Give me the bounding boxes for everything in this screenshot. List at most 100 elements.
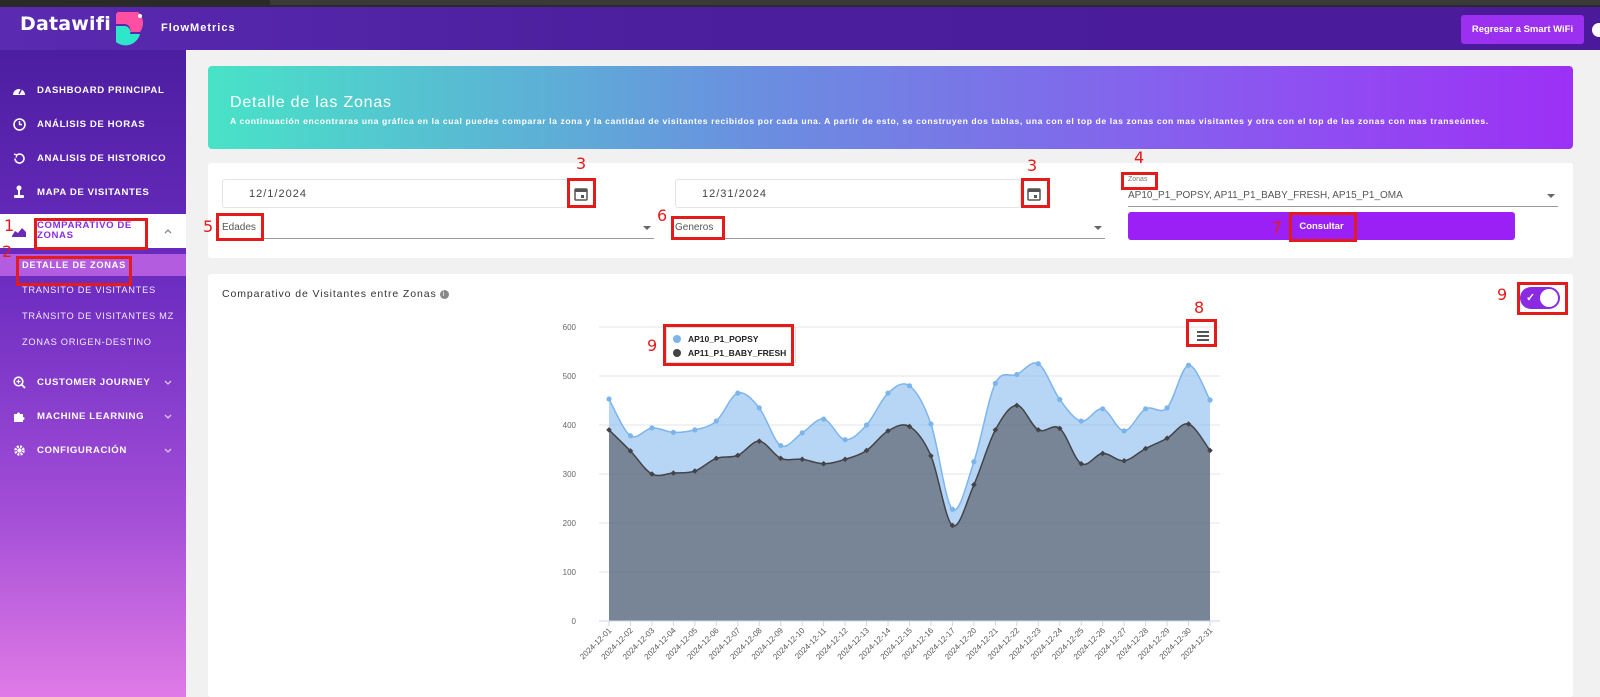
calendar-icon[interactable] xyxy=(570,183,592,205)
data-point xyxy=(735,390,741,396)
sidebar-item-label: COMPARATIVO DE ZONAS xyxy=(37,220,132,241)
data-point xyxy=(1078,418,1084,424)
y-tick-label: 400 xyxy=(563,421,577,430)
series-line xyxy=(608,362,1211,511)
annotation-number: 4 xyxy=(1134,148,1145,167)
toggle-knob xyxy=(1540,289,1558,307)
annotation-number: 9 xyxy=(1497,285,1508,304)
data-point xyxy=(1078,460,1085,467)
dropdown-arrow-icon xyxy=(1094,226,1102,230)
gear-icon xyxy=(12,443,26,457)
sidebar-item-label: ANÁLISIS DE HORAS xyxy=(37,118,146,130)
zonas-select[interactable]: AP10_P1_POPSY, AP11_P1_BABY_FRESH, AP15_… xyxy=(1128,185,1558,207)
chevron-down-icon xyxy=(164,380,172,385)
zonas-value: AP10_P1_POPSY, AP11_P1_BABY_FRESH, AP15_… xyxy=(1128,190,1403,201)
sidebar-item-configuracion[interactable]: CONFIGURACIÓN xyxy=(0,438,186,462)
annotation-box xyxy=(1289,212,1357,242)
generos-select[interactable]: Generos xyxy=(675,217,1105,239)
sidebar-item-mapa[interactable]: MAPA DE VISITANTES xyxy=(0,180,186,204)
end-date-field[interactable]: 12/31/2024 xyxy=(675,179,1021,208)
data-point xyxy=(799,456,805,463)
consultar-button[interactable]: Consultar xyxy=(1128,212,1515,240)
sidebar-subitem-detalle[interactable]: DETALLE DE ZONAS xyxy=(0,254,186,276)
data-point xyxy=(1035,427,1042,433)
calendar-icon[interactable] xyxy=(1023,183,1045,205)
sidebar-subitem-origen-destino[interactable]: ZONAS ORIGEN-DESTINO xyxy=(22,337,152,347)
page-title: Detalle de las Zonas xyxy=(230,94,392,111)
legend-item[interactable]: AP10_P1_POPSY xyxy=(673,332,758,345)
annotation-box xyxy=(1121,172,1158,190)
data-point xyxy=(670,470,677,476)
chevron-down-icon xyxy=(164,448,172,453)
help-icon[interactable] xyxy=(1592,23,1600,37)
data-point xyxy=(863,447,870,454)
data-point xyxy=(1143,406,1149,412)
data-point xyxy=(1207,447,1213,454)
annotation-number: 6 xyxy=(657,206,668,225)
data-point xyxy=(971,481,977,488)
sidebar-item-customer-journey[interactable]: CUSTOMER JOURNEY xyxy=(0,370,186,394)
sidebar-subitem-transito[interactable]: TRÁNSITO DE VISITANTES xyxy=(22,285,156,295)
data-point xyxy=(842,437,848,443)
sidebar-subitem-transito-mz[interactable]: TRÁNSITO DE VISITANTES MZ xyxy=(22,311,174,321)
sidebar-item-label: MAPA DE VISITANTES xyxy=(37,186,150,198)
data-point xyxy=(1142,445,1149,452)
browser-tab xyxy=(270,0,1600,5)
smart-wifi-button[interactable]: Regresar a Smart WiFi xyxy=(1461,15,1584,44)
sidebar-item-horas[interactable]: ANÁLISIS DE HORAS xyxy=(0,112,186,136)
data-point xyxy=(799,430,805,436)
y-tick-label: 600 xyxy=(563,323,577,332)
data-point xyxy=(692,427,698,433)
legend-item[interactable]: AP11_P1_BABY_FRESH xyxy=(673,346,786,359)
data-point xyxy=(928,453,934,459)
browser-strip xyxy=(0,0,1600,7)
y-tick-label: 200 xyxy=(563,519,577,528)
annotation-number: 7 xyxy=(1272,218,1283,237)
chart-title-text: Comparativo de Visitantes entre Zonas xyxy=(222,288,437,300)
y-tick-label: 300 xyxy=(563,470,577,479)
legend-label: AP10_P1_POPSY xyxy=(688,333,759,344)
gauge-icon xyxy=(12,83,26,97)
edades-select[interactable]: Edades xyxy=(222,217,654,239)
sidebar-item-label: MACHINE LEARNING xyxy=(37,410,145,422)
data-point xyxy=(842,456,848,463)
sidebar-item-dashboard[interactable]: DASHBOARD PRINCIPAL xyxy=(0,78,186,102)
annotation-number: 8 xyxy=(1194,298,1205,317)
sidebar-item-label: ANALISIS DE HISTORICO xyxy=(37,152,167,164)
annotation-number: 3 xyxy=(576,154,587,173)
annotation-number: 1 xyxy=(4,216,15,235)
history-icon xyxy=(12,151,26,165)
page-description: A continuación encontraras una gráfica e… xyxy=(230,116,1489,126)
annotation-box xyxy=(663,324,794,366)
y-tick-label: 100 xyxy=(563,568,577,577)
top-header: Datawifi FlowMetrics Regresar a Smart Wi… xyxy=(0,7,1600,50)
sidebar-item-machine-learning[interactable]: MACHINE LEARNING xyxy=(0,404,186,428)
chart-toggle[interactable]: ✓ xyxy=(1520,287,1560,309)
legend-dot xyxy=(673,348,681,357)
dropdown-arrow-icon xyxy=(1547,194,1555,198)
data-point xyxy=(1014,371,1020,378)
data-point xyxy=(1207,397,1213,403)
data-point xyxy=(821,416,827,422)
data-point xyxy=(1164,405,1170,411)
page-banner: Detalle de las Zonas A continuación enco… xyxy=(208,66,1573,149)
start-date-field[interactable]: 12/1/2024 xyxy=(222,179,568,208)
data-point xyxy=(971,459,977,465)
sidebar: DASHBOARD PRINCIPAL ANÁLISIS DE HORAS AN… xyxy=(0,50,186,697)
data-point xyxy=(713,418,719,424)
data-point xyxy=(1056,425,1063,432)
chart-menu-icon[interactable] xyxy=(1194,327,1212,343)
sidebar-item-historico[interactable]: ANALISIS DE HISTORICO xyxy=(0,146,186,170)
y-tick-label: 500 xyxy=(563,372,577,381)
data-point xyxy=(863,422,870,428)
puzzle-icon xyxy=(12,409,26,423)
chart-title: Comparativo de Visitantes entre Zonas i xyxy=(222,288,449,300)
chevron-up-icon xyxy=(164,229,172,234)
info-icon[interactable]: i xyxy=(439,289,449,299)
data-point xyxy=(885,390,891,396)
generos-placeholder: Generos xyxy=(675,222,714,233)
filters-panel xyxy=(208,163,1573,258)
data-point xyxy=(820,460,827,467)
data-point xyxy=(1100,406,1106,412)
app-name: FlowMetrics xyxy=(161,22,236,34)
